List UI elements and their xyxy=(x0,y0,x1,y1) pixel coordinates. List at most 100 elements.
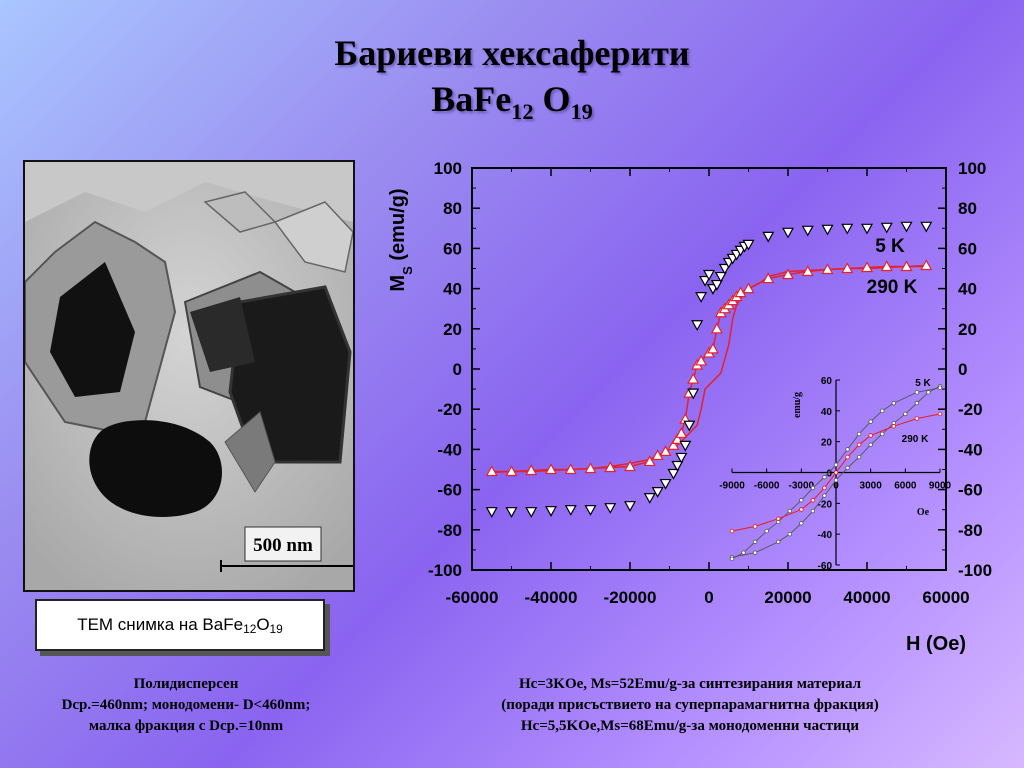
y-tick-label: -80 xyxy=(437,521,462,540)
series-290k-line-return xyxy=(491,265,927,474)
y-tick-label-right: 0 xyxy=(958,360,967,379)
inset-series-point xyxy=(822,493,827,498)
inset-series-point xyxy=(833,470,839,475)
series-5k-point xyxy=(742,239,755,251)
formula-sub-19: 19 xyxy=(570,98,593,124)
series-290k-point xyxy=(687,372,700,384)
series-5k-point xyxy=(683,420,696,432)
inset-y-tick-label: -20 xyxy=(818,499,833,510)
note-left-line-1: Полидисперсен xyxy=(133,676,239,692)
series-5k-point xyxy=(801,225,814,237)
inset-y-tick-label: 40 xyxy=(821,407,833,418)
y-tick-label-right: 100 xyxy=(958,159,986,178)
inset-series-point xyxy=(845,447,850,452)
y-tick-label: -20 xyxy=(437,400,462,419)
inset-series-point xyxy=(729,556,735,562)
inset-series-point xyxy=(937,385,943,390)
inset-y-axis-label: emu/g xyxy=(792,392,803,418)
series-290k-point xyxy=(900,260,913,272)
inset-series-point xyxy=(914,416,920,421)
y-axis-label: MS (emu/g) xyxy=(387,188,415,291)
inset-x-tick-label: -3000 xyxy=(789,481,815,492)
inset-series-point xyxy=(891,424,896,429)
y-tick-label-right: -20 xyxy=(958,400,983,419)
inset-series-point xyxy=(799,521,804,526)
series-5k-point xyxy=(485,507,498,518)
y-tick-label: -100 xyxy=(428,561,462,580)
x-tick-label: 40000 xyxy=(843,588,890,607)
series-290k-point xyxy=(604,461,617,473)
inset-series-point xyxy=(845,454,850,460)
inset-series-point xyxy=(799,507,804,512)
series-5k-point xyxy=(564,505,577,516)
inset-series-point xyxy=(810,498,816,503)
series-5k-point xyxy=(675,452,688,464)
series-5k-point xyxy=(841,223,854,235)
note-right-line-3: Hc=5,5KOe,Ms=68Emu/g-за монодоменни част… xyxy=(520,718,860,734)
series-290k-point xyxy=(564,463,577,475)
series-5k-point xyxy=(544,506,558,517)
annotation-5k: 5 K xyxy=(875,236,905,257)
inset-series-point xyxy=(752,524,758,529)
series-5k-point xyxy=(691,320,704,332)
series-290k-point xyxy=(695,354,708,366)
y-tick-label-right: -100 xyxy=(958,561,992,580)
series-290k-point xyxy=(667,439,680,450)
series-5k-point xyxy=(651,487,664,498)
slide-title: Бариеви хексаферити xyxy=(334,33,690,73)
tem-caption: ТЕМ снимка на BaFe 12 O 19 xyxy=(35,599,325,651)
series-290k-point xyxy=(544,463,558,475)
tem-image: 500 nm xyxy=(23,160,355,592)
y-tick-label: -60 xyxy=(437,481,462,500)
y-tick-label-right: -40 xyxy=(958,440,983,459)
inset-series-point xyxy=(741,550,746,555)
series-290k-point xyxy=(675,427,688,438)
formula-mid: O xyxy=(533,79,571,119)
inset-series-point xyxy=(752,550,758,555)
note-right-line-1: Hc=3KOe, Ms=52Emu/g-за синтезирания мате… xyxy=(518,676,862,692)
series-290k-point xyxy=(920,259,933,271)
inset-series-point xyxy=(914,390,920,395)
x-tick-label: -20000 xyxy=(604,588,657,607)
note-left-line-3: малка фракция с Dср.=10nm xyxy=(88,718,284,734)
series-290k-point xyxy=(762,272,775,284)
series-5k-point xyxy=(659,478,672,490)
series-5k-point xyxy=(702,269,716,281)
inset-series-point xyxy=(845,465,850,471)
y-tick-label-right: 60 xyxy=(958,239,977,258)
series-290k-point xyxy=(841,262,854,274)
series-290k-point xyxy=(821,263,834,275)
series-5k-point xyxy=(821,224,834,236)
y-tick-label: 20 xyxy=(443,320,462,339)
series-5k-point xyxy=(718,263,731,275)
inset-series-point xyxy=(810,485,816,491)
inset-series-point xyxy=(833,478,839,483)
y-tick-label: 100 xyxy=(434,159,462,178)
inset-series-point xyxy=(868,433,873,438)
inset-series-point xyxy=(729,528,735,534)
y-tick-label-right: 40 xyxy=(958,280,977,299)
series-5k-point xyxy=(695,292,708,303)
inset-series-point xyxy=(833,462,839,467)
inset-x-axis-label: Oe xyxy=(917,507,930,518)
y-tick-label-right: -60 xyxy=(958,481,983,500)
note-right: Hc=3KOe, Ms=52Emu/g-за синтезирания мате… xyxy=(420,674,960,737)
series-290k-point xyxy=(880,260,893,272)
inset-x-tick-label: 0 xyxy=(833,481,839,492)
inset-series-point xyxy=(868,442,873,447)
inset-series-point xyxy=(752,539,758,545)
series-5k-point xyxy=(623,501,637,512)
inset-x-tick-label: 6000 xyxy=(894,481,917,492)
note-left-line-2: Dср.=460nm; монодомени- D<460nm; xyxy=(61,697,311,713)
series-5k-point xyxy=(679,440,692,452)
inset-x-tick-label: -9000 xyxy=(719,481,745,492)
series-5k-point xyxy=(900,221,913,233)
inset-series-point xyxy=(856,431,862,437)
inset-series-point xyxy=(903,411,908,417)
x-tick-label: -40000 xyxy=(525,588,578,607)
annotation-290k: 290 K xyxy=(867,277,918,298)
inset-series-point xyxy=(822,474,827,480)
series-5k-point xyxy=(525,507,538,518)
note-right-line-2: (поради присъствието на суперпарамагнитн… xyxy=(501,697,879,713)
